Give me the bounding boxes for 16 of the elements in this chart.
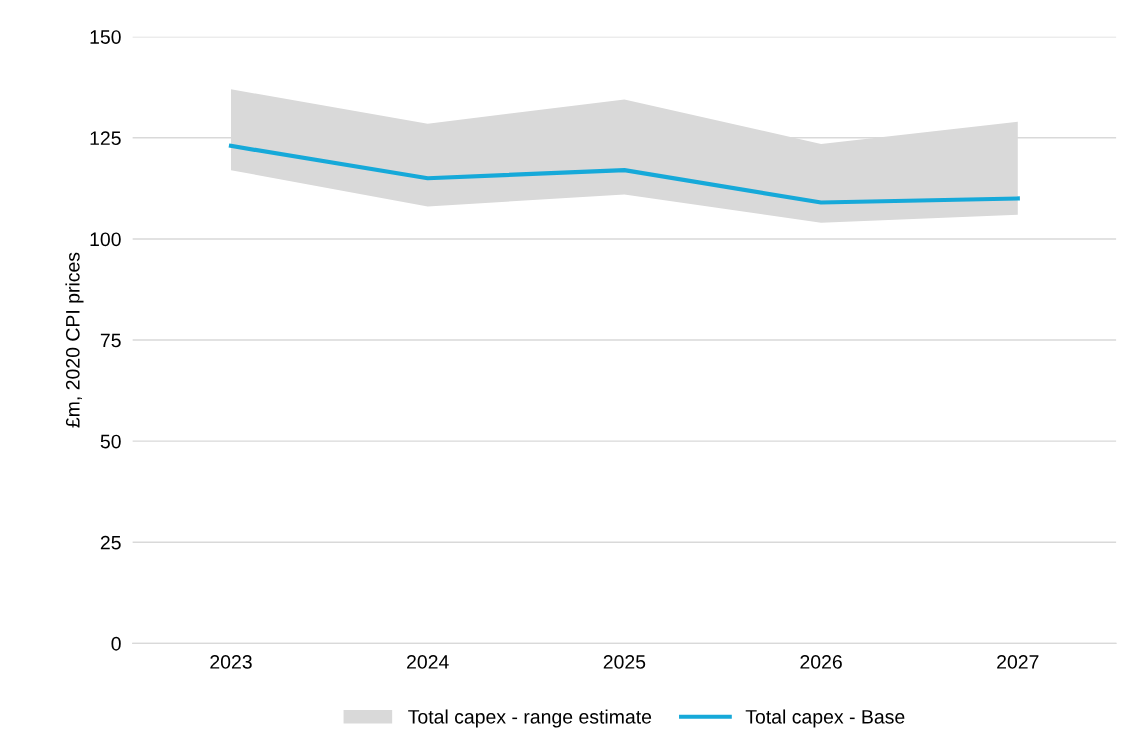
y-tick-label: 150: [90, 30, 121, 44]
text: Total capex - range estimate: [408, 709, 652, 728]
x-tick-label: 2023: [210, 655, 252, 669]
x-tick-label: 2027: [997, 655, 1039, 669]
legend-label: Total capex - Base: [745, 709, 905, 728]
x-tick-label: 2024: [407, 655, 449, 669]
y-tick-label: 50: [100, 434, 121, 449]
x-tick-label: 2026: [800, 655, 842, 669]
y-tick-label: 100: [90, 232, 121, 247]
y-tick-label: 0: [111, 636, 121, 651]
y-tick-label: 25: [100, 535, 121, 550]
line-series: [228, 143, 1020, 205]
y-axis-title: £m, 2020 CPI prices: [65, 252, 84, 428]
y-tick-label: 125: [90, 131, 121, 146]
y-tick-label: 75: [100, 333, 121, 348]
x-tick-label: 2025: [603, 655, 646, 669]
